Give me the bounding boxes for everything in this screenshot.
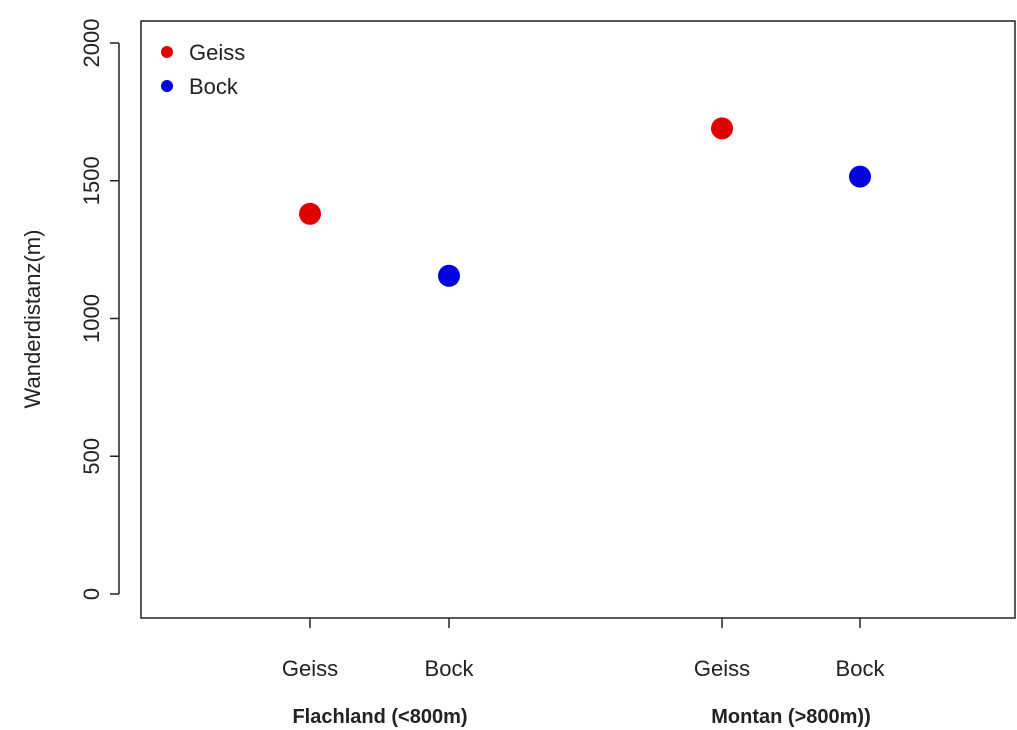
group-label: Flachland (<800m) [292,706,467,728]
legend-marker [161,46,173,58]
legend-marker [161,80,173,92]
legend-label: Geiss [189,40,245,65]
legend-label: Bock [189,74,239,99]
group-label: Montan (>800m)) [711,706,870,728]
data-point [299,202,321,225]
y-tick-label: 0 [79,588,104,600]
x-tick-label: Geiss [694,656,750,681]
data-point [849,165,871,188]
y-tick-label: 500 [79,438,104,475]
y-tick-label: 1000 [79,294,104,343]
y-axis-title: Wanderdistanz(m) [20,230,45,409]
x-axis: Geiss Bock Geiss Bock Flachland (<800m) Monta… [282,618,886,728]
plot-frame [140,20,1016,619]
data-point [711,117,733,140]
y-tick-label: 2000 [79,19,104,68]
x-tick-label: Bock [425,656,475,681]
x-tick-label: Geiss [282,656,338,681]
data-point [438,264,460,287]
x-tick-label: Bock [836,656,886,681]
y-axis: 0 500 1000 1500 2000 [79,19,120,600]
data-points [299,117,871,287]
y-tick-label: 1500 [79,156,104,205]
legend: Geiss Bock [161,40,245,99]
